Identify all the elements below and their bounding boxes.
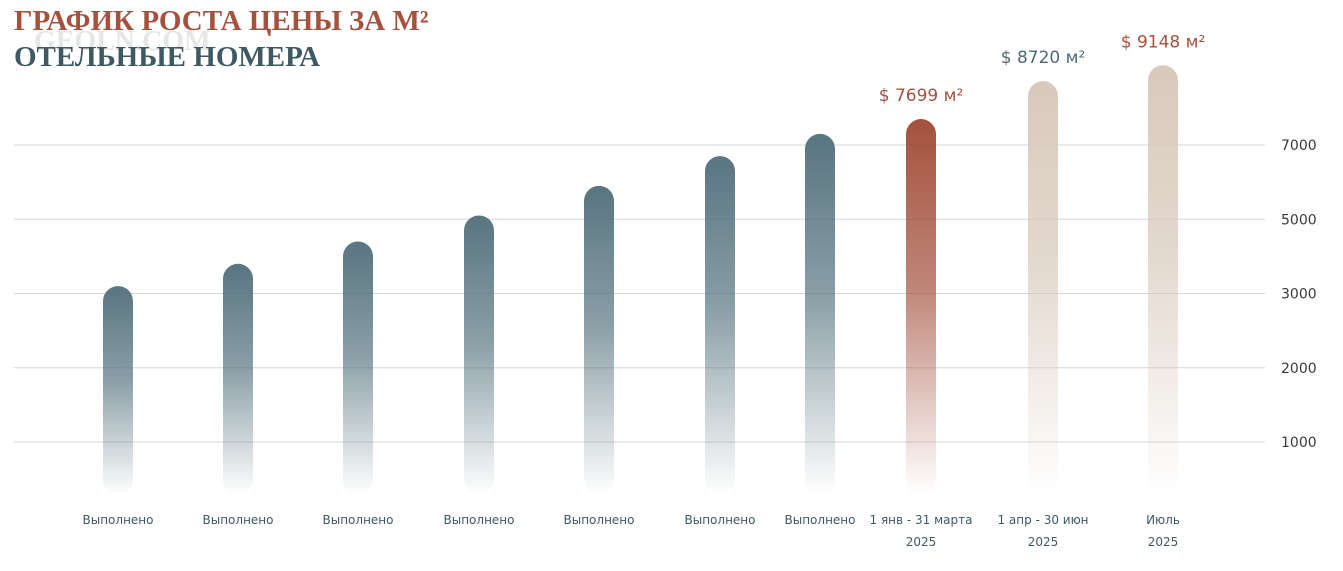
y-tick-label: 5000: [1281, 212, 1317, 228]
x-tick-label: Выполнено: [785, 513, 856, 527]
x-tick-label: Выполнено: [83, 513, 154, 527]
y-tick-label: 2000: [1281, 361, 1317, 377]
bar: [343, 241, 373, 495]
y-tick-label: 7000: [1281, 138, 1317, 154]
y-tick-label: 3000: [1281, 287, 1317, 303]
x-tick-label: Июль: [1146, 513, 1180, 527]
y-tick-label: 1000: [1281, 435, 1317, 451]
x-tick-label: Выполнено: [685, 513, 756, 527]
bar: [1028, 81, 1058, 496]
bar: [464, 215, 494, 495]
x-tick-sublabel: 2025: [1148, 535, 1179, 549]
chart-subtitle: ОТЕЛЬНЫЕ НОМЕРА: [14, 41, 320, 73]
bar: [223, 263, 253, 495]
chart-title: ГРАФИК РОСТА ЦЕНЫ ЗА М²: [14, 5, 429, 37]
watermark: GEOLN.COM: [34, 26, 211, 57]
x-tick-label: Выполнено: [203, 513, 274, 527]
x-tick-sublabel: 2025: [1028, 535, 1059, 549]
bar: [705, 156, 735, 495]
x-tick-label: Выполнено: [444, 513, 515, 527]
x-tick-label: Выполнено: [564, 513, 635, 527]
x-tick-sublabel: 2025: [906, 535, 937, 549]
bar: [1148, 65, 1178, 496]
bar: [584, 185, 614, 495]
bar: [103, 286, 133, 495]
value-label: $ 8720 м²: [1001, 48, 1086, 68]
x-tick-label: 1 янв - 31 марта: [870, 513, 973, 527]
bar: [906, 119, 936, 495]
value-label: $ 7699 м²: [879, 86, 964, 106]
value-label: $ 9148 м²: [1121, 32, 1206, 52]
x-tick-label: 1 апр - 30 июн: [997, 513, 1088, 527]
bar: [805, 133, 835, 496]
x-tick-label: Выполнено: [323, 513, 394, 527]
